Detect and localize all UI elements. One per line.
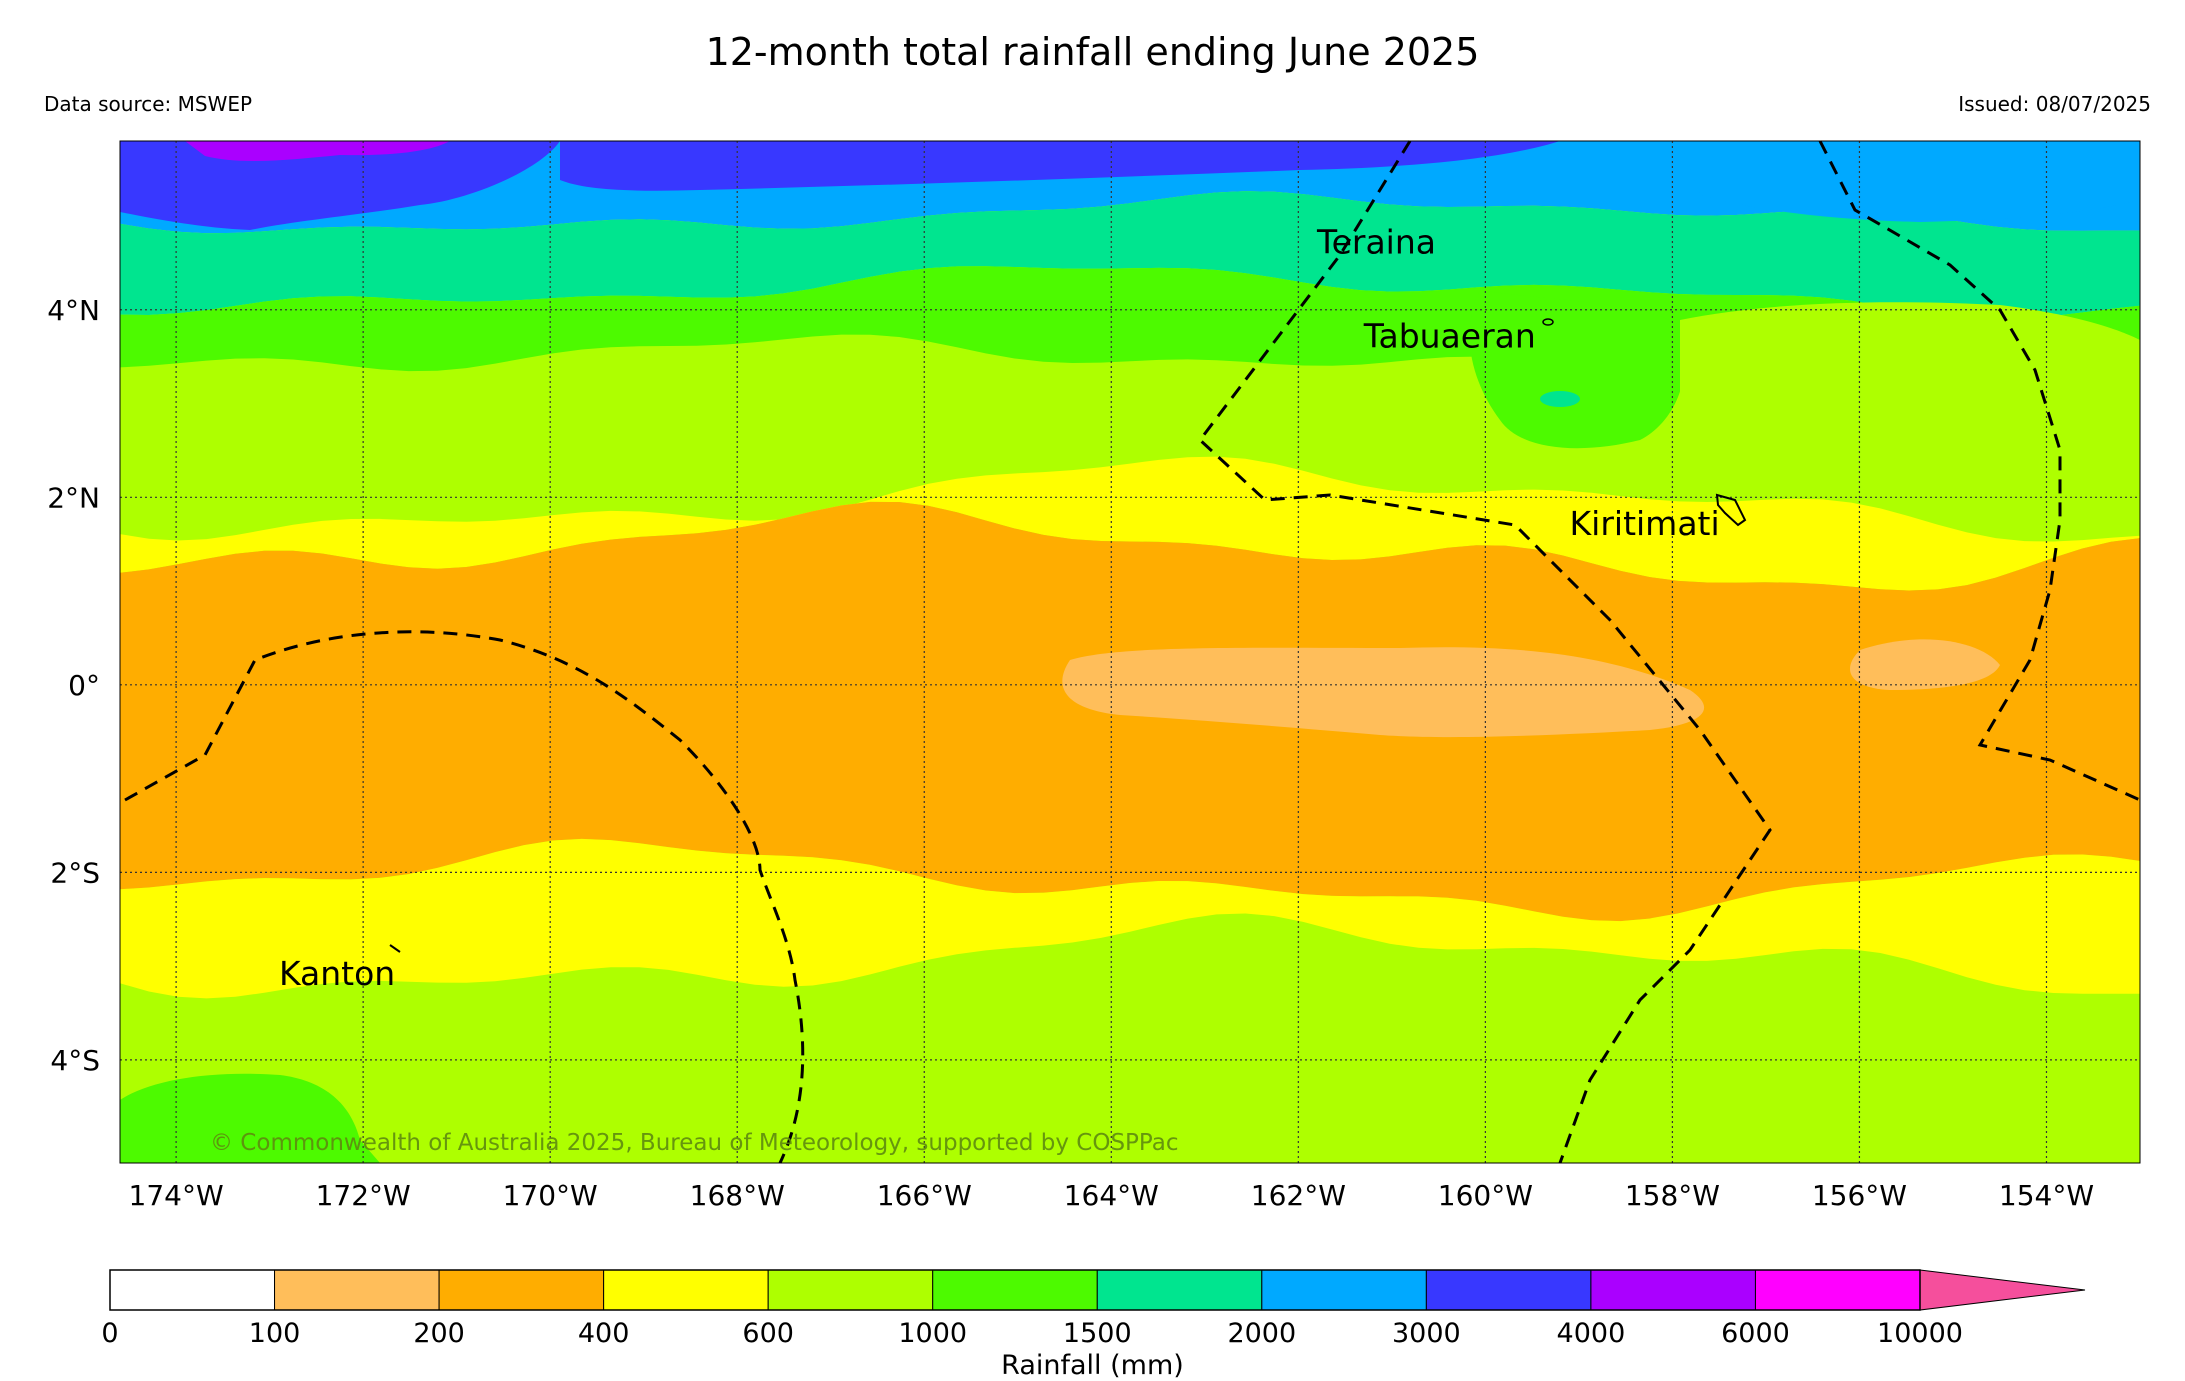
issued-date-label: Issued: 08/07/2025: [1958, 92, 2151, 116]
boundary-line-east: [1818, 140, 2141, 802]
island-kiritimati: [1715, 493, 1747, 527]
place-label: Tabuaeran: [1363, 316, 1536, 355]
longitude-tick-label: 166°W: [877, 1179, 972, 1212]
band-600-1000-east: [1680, 302, 2140, 475]
colorbar-swatch: [1754, 1269, 1921, 1311]
colorbar-swatch: [1425, 1269, 1592, 1311]
band-400-600-north: [120, 456, 2140, 591]
eez-boundaries: [124, 140, 2141, 1164]
longitude-tick-label: 172°W: [316, 1179, 411, 1212]
colorbar-tick-label: 4000: [1557, 1318, 1626, 1349]
colorbar-tick-label: 3000: [1392, 1318, 1461, 1349]
longitude-tick-label: 154°W: [1999, 1179, 2094, 1212]
place-label: Kanton: [279, 954, 395, 993]
colorbar-tick-label: 400: [578, 1318, 630, 1349]
longitude-tick-label: 164°W: [1064, 1179, 1159, 1212]
colorbar-swatch: [932, 1269, 1098, 1311]
band-1500-2000: [120, 191, 2140, 320]
graticule: [120, 141, 2140, 1163]
band-100-200-east: [1850, 639, 2000, 690]
place-label: Kiritimati: [1570, 504, 1720, 543]
map-frame: [119, 140, 2141, 1164]
colorbar-title: Rainfall (mm): [1001, 1350, 1184, 1381]
longitude-tick-label: 168°W: [690, 1179, 785, 1212]
colorbar-swatch: [603, 1269, 769, 1311]
colorbar-tick-label: 100: [249, 1318, 301, 1349]
longitude-tick-label: 156°W: [1812, 1179, 1907, 1212]
band-2000-3000-east: [1680, 141, 2140, 222]
boundary-line-phoenix: [124, 630, 805, 1164]
colorbar-tick-label: 1000: [898, 1318, 967, 1349]
colorbar-frame: [109, 1269, 1921, 1311]
colorbar-swatch: [1096, 1269, 1263, 1311]
colorbar-tick-label: 200: [413, 1318, 465, 1349]
band-100-200-central: [1062, 647, 1705, 738]
colorbar-swatch: [109, 1269, 276, 1311]
rainfall-contour-bands: [120, 141, 2140, 1163]
longitude-tick-label: 162°W: [1251, 1179, 1346, 1212]
colorbar-swatch: [1261, 1269, 1427, 1311]
longitude-tick-label: 160°W: [1438, 1179, 1533, 1212]
colorbar-tick-label: 2000: [1227, 1318, 1296, 1349]
band-3000-4000: [120, 141, 560, 230]
data-source-label: Data source: MSWEP: [44, 92, 253, 116]
colorbar-swatch: [1590, 1269, 1756, 1311]
colorbar-swatch: [438, 1269, 605, 1311]
band-1000-1500-lobe: [1469, 290, 1685, 449]
band-400-600-south: [120, 838, 2140, 999]
island-kanton: [389, 944, 401, 953]
latitude-tick-label: 2°N: [47, 481, 100, 514]
colorbar-tick-label: 6000: [1721, 1318, 1790, 1349]
colorbar-tick-label: 10000: [1877, 1318, 1963, 1349]
place-label: Teraina: [1316, 223, 1436, 262]
boundary-line-line-islands: [1197, 140, 1772, 1164]
island-tabuaeran: [1542, 318, 1554, 326]
map-title: 12-month total rainfall ending June 2025: [705, 30, 1480, 74]
band-3000-4000-mid: [560, 141, 1560, 191]
latitude-tick-label: 4°S: [50, 1044, 100, 1077]
band-4000-6000: [185, 141, 450, 161]
longitude-tick-label: 158°W: [1625, 1179, 1720, 1212]
colorbar-tick-label: 0: [101, 1318, 118, 1349]
colorbar-tick-label: 600: [742, 1318, 794, 1349]
place-labels: Teraina Tabuaeran Kiritimati Kanton: [279, 223, 1720, 993]
latitude-tick-labels: 4°N 2°N 0° 2°S 4°S: [47, 294, 100, 1077]
latitude-tick-label: 0°: [68, 669, 100, 702]
colorbar-extend-arrow: [1919, 1269, 2086, 1311]
island-outlines: [389, 318, 1747, 953]
colorbar: 0 100 200 400 600 1000 1500 2000 3000 4000 6000 100…: [101, 1269, 2086, 1349]
band-1500-2000-spot: [1540, 391, 1580, 407]
colorbar-swatch: [274, 1269, 440, 1311]
colorbar-swatch: [767, 1269, 934, 1311]
copyright-notice: © Commonwealth of Australia 2025, Bureau…: [210, 1130, 1179, 1156]
latitude-tick-label: 4°N: [47, 294, 100, 327]
longitude-tick-labels: 174°W 172°W 170°W 168°W 166°W 164°W 162°W 160°W…: [129, 1179, 2095, 1212]
latitude-tick-label: 2°S: [50, 856, 100, 889]
longitude-tick-label: 174°W: [129, 1179, 224, 1212]
band-1000-1500-sw: [120, 1073, 380, 1163]
longitude-tick-label: 170°W: [503, 1179, 598, 1212]
colorbar-tick-label: 1500: [1063, 1318, 1132, 1349]
